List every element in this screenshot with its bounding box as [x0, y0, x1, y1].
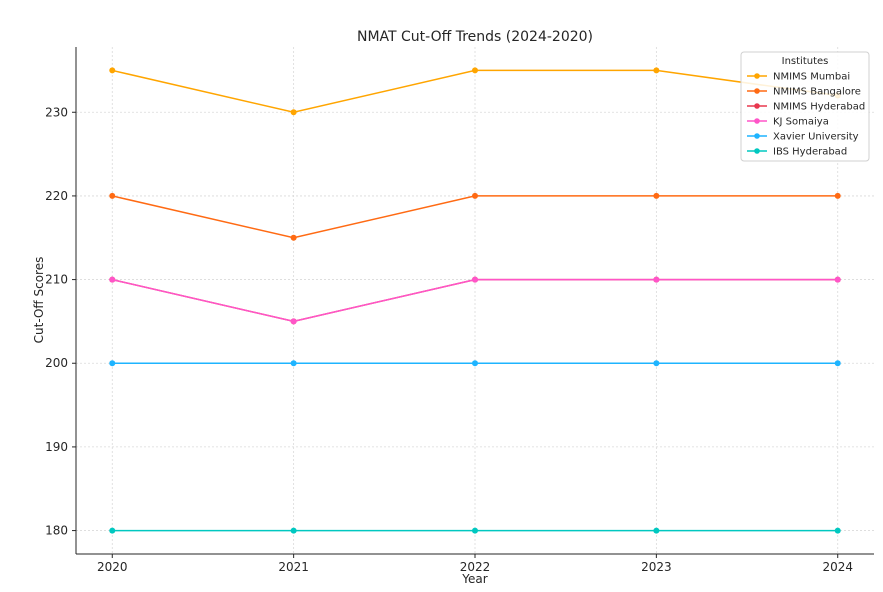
data-point	[834, 192, 841, 199]
data-point	[834, 360, 841, 367]
x-axis-title: Year	[461, 572, 487, 586]
series-group	[109, 360, 841, 367]
series-group	[109, 276, 841, 325]
data-point	[109, 67, 116, 74]
data-point	[653, 192, 660, 199]
data-point	[653, 67, 660, 74]
series-group	[109, 527, 841, 534]
legend-item: NMIMS Bangalore	[747, 87, 861, 98]
legend-item: NMIMS Mumbai	[747, 72, 850, 83]
series-group	[109, 67, 841, 116]
tick-layer: 2020 2021 2022 2023 2024 180 190 200 210 220 230	[45, 105, 853, 574]
data-point	[472, 67, 478, 74]
data-point	[290, 318, 297, 325]
chart-title: NMAT Cut-Off Trends (2024-2020)	[357, 29, 593, 45]
x-tick-label: 2023	[641, 560, 672, 574]
legend-label: KJ Somaiya	[773, 117, 829, 128]
data-point	[109, 527, 116, 534]
legend-label: NMIMS Mumbai	[773, 72, 850, 83]
data-point	[290, 360, 297, 367]
legend-label: NMIMS Bangalore	[773, 87, 861, 98]
legend-item: IBS Hyderabad	[747, 147, 847, 158]
x-tick-label: 2021	[278, 560, 309, 574]
y-tick-label: 230	[45, 105, 68, 119]
data-point	[472, 276, 478, 283]
data-point	[653, 527, 660, 534]
data-point	[290, 527, 297, 534]
series-layer	[109, 67, 841, 534]
legend-marker	[754, 148, 760, 154]
y-tick-label: 210	[45, 273, 68, 287]
legend-marker	[754, 133, 760, 139]
data-point	[653, 360, 660, 367]
data-point	[109, 360, 116, 367]
data-point	[834, 276, 841, 283]
legend-marker	[754, 103, 760, 109]
y-tick-label: 200	[45, 356, 68, 370]
y-axis-title: Cut-Off Scores	[32, 257, 46, 344]
x-tick-label: 2022	[460, 560, 491, 574]
legend-item: Xavier University	[747, 132, 859, 143]
data-point	[109, 276, 116, 283]
data-point	[472, 527, 478, 534]
data-point	[290, 234, 297, 241]
legend-item: NMIMS Hyderabad	[747, 102, 865, 113]
legend-marker	[754, 118, 760, 124]
data-point	[834, 527, 841, 534]
data-point	[653, 276, 660, 283]
legend-label: IBS Hyderabad	[773, 147, 847, 158]
data-point	[472, 360, 478, 367]
data-point	[472, 192, 478, 199]
legend-label: NMIMS Hyderabad	[773, 102, 865, 113]
y-tick-label: 220	[45, 189, 68, 203]
x-tick-label: 2024	[822, 560, 853, 574]
legend-item: KJ Somaiya	[747, 117, 829, 128]
legend-box	[740, 51, 870, 162]
legend-label: Xavier University	[773, 132, 859, 143]
legend-items: NMIMS Mumbai NMIMS Bangalore NMIMS Hyderab…	[747, 72, 865, 158]
x-tick-label: 2020	[97, 560, 128, 574]
y-tick-label: 180	[45, 524, 68, 538]
legend-title: Institutes	[782, 56, 829, 67]
data-point	[109, 192, 116, 199]
y-tick-label: 190	[45, 440, 68, 454]
data-point	[290, 109, 297, 116]
series-group	[109, 192, 841, 241]
legend-marker	[754, 73, 760, 79]
legend-marker	[754, 88, 760, 94]
